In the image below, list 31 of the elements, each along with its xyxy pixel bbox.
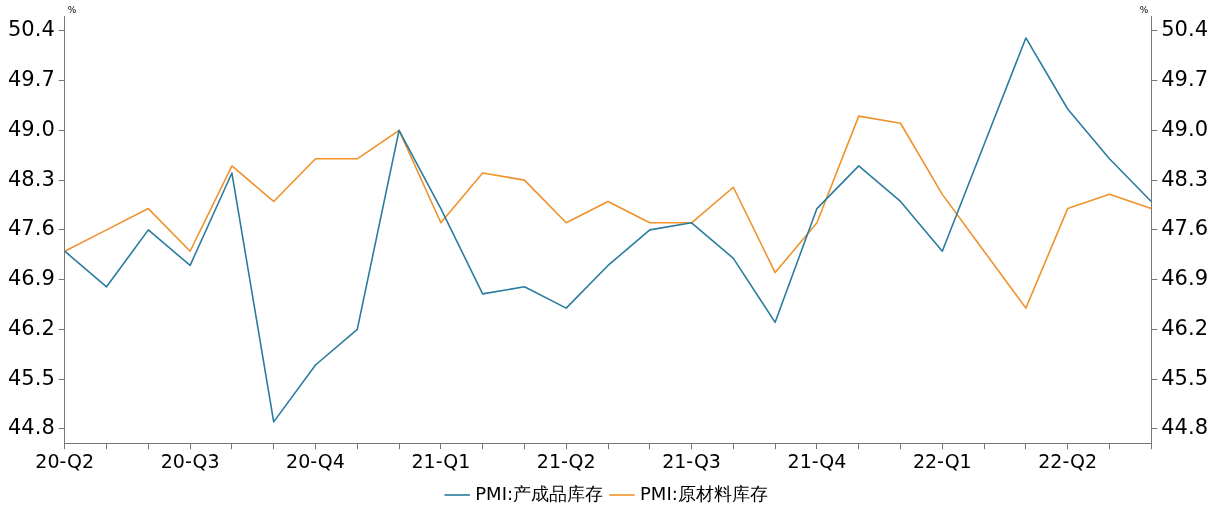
y2-axis-title: %	[1139, 4, 1149, 15]
x-tick-label: 20-Q3	[160, 449, 220, 472]
y-tick-label: 49.7	[7, 67, 55, 92]
y2-tick-label: 45.5	[1161, 365, 1209, 390]
y-tick-label: 44.8	[7, 415, 55, 440]
x-tick-label: 21-Q3	[662, 449, 721, 472]
y-tick-label: 48.3	[7, 166, 55, 191]
x-tick-label: 21-Q2	[536, 449, 596, 472]
y2-tick-label: 49.7	[1161, 67, 1209, 92]
y-tick-label: 45.5	[7, 365, 55, 390]
y2-tick-label: 46.2	[1161, 315, 1209, 340]
y-tick-label: 49.0	[7, 116, 55, 141]
x-tick-label: 20-Q4	[286, 449, 345, 472]
x-tick-label: 21-Q4	[787, 449, 847, 472]
y2-tick-label: 47.6	[1161, 216, 1209, 241]
y-tick-label: 46.9	[7, 266, 55, 291]
x-tick-label: 22-Q2	[1038, 449, 1098, 472]
y2-tick-label: 44.8	[1161, 415, 1209, 440]
y2-tick-label: 46.9	[1161, 266, 1209, 291]
x-tick-label: 22-Q1	[912, 449, 972, 472]
x-tick-label: 21-Q1	[411, 449, 471, 472]
legend-label: PMI:产成品库存	[475, 482, 604, 504]
y2-tick-label: 50.4	[1161, 17, 1209, 42]
legend-label: PMI:原材料库存	[640, 482, 768, 504]
y-tick-label: 50.4	[7, 17, 55, 42]
y-axis-title: %	[67, 4, 77, 15]
y-tick-label: 47.6	[7, 216, 55, 241]
y2-tick-label: 49.0	[1161, 116, 1209, 141]
y-tick-label: 46.2	[7, 315, 55, 340]
x-tick-label: 20-Q2	[35, 449, 95, 472]
y2-tick-label: 48.3	[1161, 166, 1209, 191]
